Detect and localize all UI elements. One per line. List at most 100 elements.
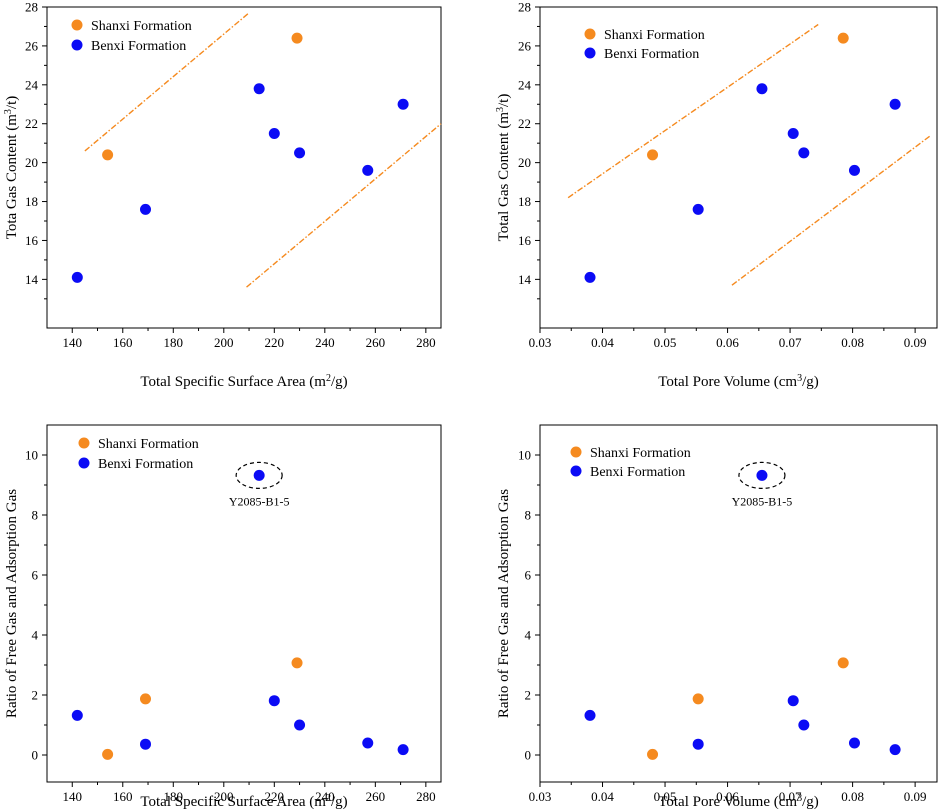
x-tick-label: 180 <box>164 335 184 350</box>
y-tick-label: 24 <box>25 77 39 92</box>
shanxi-point <box>837 32 849 44</box>
benxi-point <box>362 164 374 176</box>
benxi-point <box>71 271 83 283</box>
x-axis-title: Total Specific Surface Area (m2/g) <box>140 793 347 810</box>
x-tick-label: 200 <box>214 789 234 804</box>
y-tick-label: 28 <box>518 0 531 15</box>
benxi-point <box>268 695 280 707</box>
benxi-point <box>798 147 810 159</box>
benxi-point <box>692 738 704 750</box>
x-axis-title: Total Pore Volume (cm3/g) <box>658 793 818 810</box>
benxi-point <box>692 203 704 215</box>
y-tick-label: 6 <box>32 568 39 583</box>
y-tick-label: 18 <box>25 194 38 209</box>
benxi-point <box>362 737 374 749</box>
x-tick-label: 0.04 <box>591 789 614 804</box>
legend-marker <box>570 465 582 477</box>
y-axis-title: Total Gas Content (m3/t) <box>495 94 513 242</box>
plot-frame <box>539 424 938 783</box>
benxi-point <box>756 83 768 95</box>
shanxi-point <box>647 748 659 760</box>
legend-label: Shanxi Formation <box>98 437 199 452</box>
benxi-point <box>756 469 768 481</box>
trend-line <box>731 134 932 286</box>
x-tick-label: 0.08 <box>841 789 864 804</box>
x-axis-title: Total Specific Surface Area (m2/g) <box>140 373 347 391</box>
x-tick-label: 0.03 <box>529 789 552 804</box>
legend-marker <box>78 457 90 469</box>
y-tick-label: 22 <box>518 116 531 131</box>
trend-line <box>567 23 819 199</box>
y-tick-label: 26 <box>518 38 532 53</box>
benxi-point <box>294 147 306 159</box>
y-tick-label: 16 <box>25 233 39 248</box>
annotation-label: Y2085-B1-5 <box>732 494 793 508</box>
y-tick-label: 8 <box>32 508 39 523</box>
x-tick-label: 0.05 <box>654 335 677 350</box>
y-tick-label: 22 <box>25 116 38 131</box>
y-tick-label: 0 <box>32 748 39 763</box>
legend-label: Shanxi Formation <box>604 28 705 43</box>
y-tick-label: 26 <box>25 38 39 53</box>
trend-line <box>246 123 442 288</box>
benxi-point <box>397 98 409 110</box>
y-tick-label: 2 <box>32 688 39 703</box>
shanxi-point <box>102 748 114 760</box>
plot-frame <box>46 424 442 783</box>
legend-label: Benxi Formation <box>604 47 699 62</box>
y-tick-label: 2 <box>525 688 532 703</box>
y-tick-label: 18 <box>518 194 531 209</box>
benxi-point <box>848 737 860 749</box>
legend-marker <box>584 28 596 40</box>
benxi-point <box>889 98 901 110</box>
x-axis-title: Total Pore Volume (cm3/g) <box>658 373 818 391</box>
legend-label: Shanxi Formation <box>91 19 192 34</box>
y-tick-label: 16 <box>518 233 532 248</box>
benxi-point <box>848 164 860 176</box>
plot-frame <box>46 6 442 329</box>
x-tick-label: 0.08 <box>841 335 864 350</box>
benxi-point <box>787 695 799 707</box>
x-tick-label: 0.07 <box>779 789 802 804</box>
chart-panel-3: 140 160 180 200 220 240 260 280 0 2 4 6 8 10 Total Spe… <box>4 424 442 810</box>
x-tick-label: 260 <box>366 789 386 804</box>
legend-marker <box>570 446 582 458</box>
chart-panel-1: 140 160 180 200 220 240 260 280 14 16 18 20 22 24 26 28… <box>3 0 442 390</box>
legend-marker <box>71 19 83 31</box>
benxi-point <box>798 719 810 731</box>
x-tick-label: 240 <box>315 335 335 350</box>
x-tick-label: 280 <box>416 789 436 804</box>
y-axis-title: Ratio of Free Gas and Adsorption Gas <box>4 489 20 718</box>
y-tick-label: 0 <box>525 748 532 763</box>
x-tick-label: 140 <box>63 789 83 804</box>
y-tick-label: 4 <box>525 628 532 643</box>
x-tick-label: 240 <box>315 789 335 804</box>
y-tick-label: 10 <box>25 448 38 463</box>
y-tick-label: 20 <box>518 155 531 170</box>
y-tick-label: 24 <box>518 77 532 92</box>
plot-frame <box>539 6 938 329</box>
shanxi-point <box>291 657 303 669</box>
x-tick-label: 0.04 <box>591 335 614 350</box>
annotation-label: Y2085-B1-5 <box>229 494 290 508</box>
y-axis-title: Tota Gas Content (m3/t) <box>3 96 21 240</box>
shanxi-point <box>140 693 151 705</box>
legend-marker <box>584 47 596 59</box>
shanxi-point <box>647 149 659 161</box>
benxi-point <box>253 83 265 95</box>
benxi-point <box>584 709 596 721</box>
chart-panel-4: 0.03 0.04 0.05 0.06 0.07 0.08 0.09 0 2 4 6 8 10 Total… <box>496 424 938 810</box>
y-tick-label: 14 <box>25 272 39 287</box>
legend-label: Benxi Formation <box>98 457 193 472</box>
benxi-point <box>294 719 306 731</box>
x-tick-label: 200 <box>214 335 234 350</box>
benxi-point <box>397 744 409 756</box>
x-tick-label: 220 <box>265 335 285 350</box>
legend-label: Shanxi Formation <box>590 446 691 461</box>
benxi-point <box>268 127 280 139</box>
x-tick-label: 0.06 <box>716 335 739 350</box>
benxi-point <box>584 271 596 283</box>
legend-marker <box>78 437 90 449</box>
highlight-ellipse <box>738 461 786 489</box>
legend-marker <box>71 39 83 51</box>
